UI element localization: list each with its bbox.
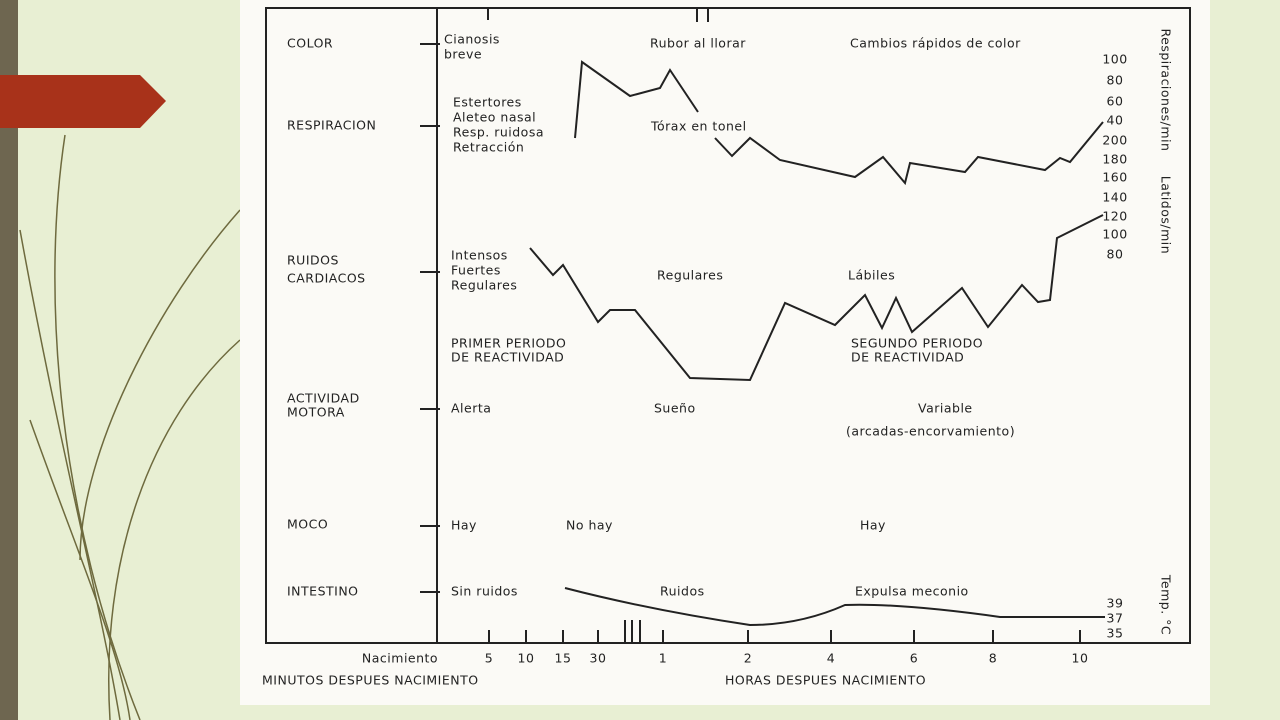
curves bbox=[529, 60, 1105, 627]
annotation: Intensos bbox=[451, 248, 508, 263]
scale-tick: 60 bbox=[1107, 94, 1124, 109]
annotation: PRIMER PERIODO bbox=[451, 336, 566, 351]
x-axis-title: MINUTOS DESPUES NACIMIENTO bbox=[262, 673, 479, 688]
annotation: (arcadas-encorvamiento) bbox=[846, 424, 1015, 439]
annotation: Fuertes bbox=[451, 263, 501, 278]
annotation: Ruidos bbox=[660, 584, 705, 599]
scale-tick: 120 bbox=[1102, 209, 1127, 224]
row-label: MOTORA bbox=[287, 405, 345, 420]
row-label: RESPIRACION bbox=[287, 118, 376, 133]
annotation: Rubor al llorar bbox=[650, 36, 746, 51]
x-tick-label: 8 bbox=[989, 651, 997, 666]
annotation: Retracción bbox=[453, 140, 524, 155]
scan-image bbox=[240, 0, 1210, 705]
x-axis-title: HORAS DESPUES NACIMIENTO bbox=[725, 673, 926, 688]
x-tick-label: 6 bbox=[910, 651, 918, 666]
scale-tick: 180 bbox=[1102, 152, 1127, 167]
chart-frame bbox=[265, 7, 1191, 644]
x-tick-label: 2 bbox=[744, 651, 752, 666]
scale-tick: 140 bbox=[1102, 190, 1127, 205]
arrow-shape bbox=[0, 75, 166, 128]
annotation: No hay bbox=[566, 518, 613, 533]
scale-label: Respiraciones/min bbox=[1159, 29, 1174, 152]
annotation: Lábiles bbox=[848, 268, 895, 283]
annotation: DE REACTIVIDAD bbox=[851, 350, 964, 365]
tick-marks bbox=[420, 8, 1081, 643]
row-label: CARDIACOS bbox=[287, 271, 366, 286]
annotation: Regulares bbox=[657, 268, 723, 283]
x-tick-label: 5 bbox=[485, 651, 493, 666]
annotation: Expulsa meconio bbox=[855, 584, 969, 599]
annotation: breve bbox=[444, 47, 482, 62]
scale-tick: 160 bbox=[1102, 170, 1127, 185]
annotation: Alerta bbox=[451, 401, 491, 416]
decor-curves bbox=[19, 134, 241, 720]
annotation: Regulares bbox=[451, 278, 517, 293]
scale-tick: 40 bbox=[1107, 113, 1124, 128]
scale-tick: 100 bbox=[1102, 227, 1127, 242]
row-label: ACTIVIDAD bbox=[287, 391, 360, 406]
annotation: Sueño bbox=[654, 401, 696, 416]
x-tick-label: 15 bbox=[555, 651, 572, 666]
annotation: Cianosis bbox=[444, 32, 500, 47]
annotation: DE REACTIVIDAD bbox=[451, 350, 564, 365]
x-tick-label: 10 bbox=[518, 651, 535, 666]
row-label: INTESTINO bbox=[287, 584, 359, 599]
annotation: Hay bbox=[860, 518, 886, 533]
x-tick-label: Nacimiento bbox=[362, 651, 438, 666]
side-strip bbox=[0, 0, 18, 720]
scale-tick: 35 bbox=[1107, 626, 1124, 641]
scale-tick: 80 bbox=[1107, 247, 1124, 262]
annotation: Aleteo nasal bbox=[453, 110, 536, 125]
scale-tick: 39 bbox=[1107, 596, 1124, 611]
scale-label: Latidos/min bbox=[1159, 176, 1174, 254]
scale-tick: 37 bbox=[1107, 611, 1124, 626]
row-label: MOCO bbox=[287, 517, 328, 532]
annotation: Tórax en tonel bbox=[650, 119, 747, 134]
scale-tick: 100 bbox=[1102, 52, 1127, 67]
x-tick-label: 1 bbox=[659, 651, 667, 666]
annotation: SEGUNDO PERIODO bbox=[851, 336, 983, 351]
scale-label: Temp. °C bbox=[1159, 574, 1174, 635]
x-tick-label: 4 bbox=[827, 651, 835, 666]
annotation: Hay bbox=[451, 518, 477, 533]
annotation: Estertores bbox=[453, 95, 522, 110]
x-tick-label: 10 bbox=[1072, 651, 1089, 666]
row-label: RUIDOS bbox=[287, 253, 339, 268]
annotation: Variable bbox=[918, 401, 973, 416]
annotation: Cambios rápidos de color bbox=[850, 36, 1021, 51]
scale-tick: 200 bbox=[1102, 133, 1127, 148]
annotation: Resp. ruidosa bbox=[453, 125, 544, 140]
annotation: Sin ruidos bbox=[451, 584, 518, 599]
row-label: COLOR bbox=[287, 36, 333, 51]
x-tick-label: 30 bbox=[590, 651, 607, 666]
scale-tick: 80 bbox=[1107, 73, 1124, 88]
